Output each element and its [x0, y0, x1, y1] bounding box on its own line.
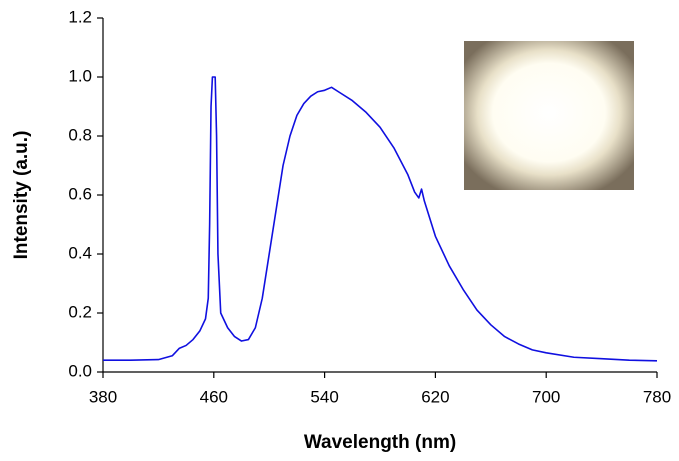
y-tick-label: 1.2	[68, 7, 92, 26]
inset-photo	[464, 41, 634, 190]
y-tick-label: 0.0	[68, 361, 92, 380]
x-tick-label: 780	[643, 387, 671, 406]
y-tick-label: 0.2	[68, 302, 92, 321]
y-axis-title: Intensity (a.u.)	[11, 131, 32, 260]
y-tick-label: 0.8	[68, 125, 92, 144]
x-tick-label: 460	[200, 387, 228, 406]
y-tick-label: 1.0	[68, 66, 92, 85]
spectrum-line	[103, 76, 658, 362]
y-tick-label: 0.6	[68, 184, 92, 203]
y-tick-label: 0.4	[68, 243, 92, 262]
x-axis-title: Wavelength (nm)	[304, 432, 456, 453]
x-tick-label: 700	[532, 387, 560, 406]
x-tick-label: 380	[89, 387, 117, 406]
x-tick-label: 620	[421, 387, 449, 406]
x-tick-label: 540	[310, 387, 338, 406]
